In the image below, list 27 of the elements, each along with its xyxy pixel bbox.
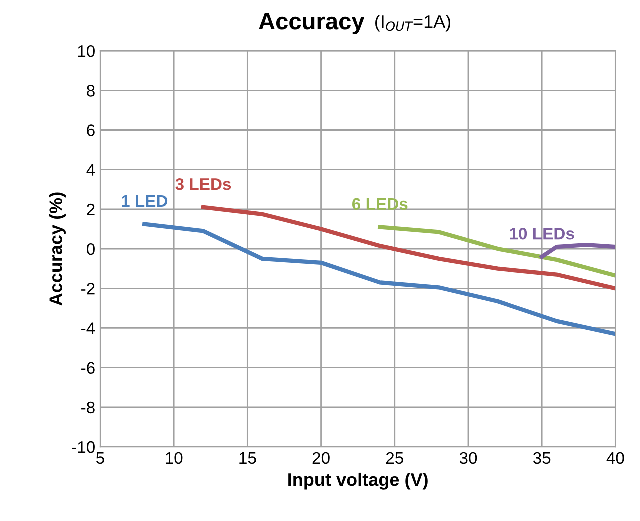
y-tick-label: -8 bbox=[82, 402, 95, 414]
series-label: 1 LED bbox=[122, 195, 168, 207]
chart-title: Accuracy bbox=[259, 13, 365, 34]
x-tick-label: 20 bbox=[312, 452, 330, 464]
line-series bbox=[378, 225, 616, 278]
y-tick-label: 4 bbox=[86, 164, 96, 176]
x-tick-label: 40 bbox=[606, 452, 624, 464]
x-tick-label: 15 bbox=[240, 452, 256, 464]
y-tick-label: 10 bbox=[78, 45, 95, 58]
y-tick-label: 8 bbox=[87, 85, 95, 97]
x-tick-label: 25 bbox=[386, 452, 404, 464]
y-tick-label: -6 bbox=[82, 362, 95, 374]
y-tick-label: -2 bbox=[82, 283, 95, 295]
y-tick-label: -10 bbox=[72, 441, 95, 454]
x-tick-label: 10 bbox=[166, 452, 183, 464]
y-tick-label: 0 bbox=[87, 243, 95, 256]
x-tick-label: 5 bbox=[96, 452, 104, 464]
line-series bbox=[142, 222, 616, 336]
y-tick-label: 6 bbox=[87, 124, 95, 136]
y-tick-label: 2 bbox=[87, 204, 95, 216]
y-tick-label: -4 bbox=[82, 322, 96, 334]
x-tick-label: 35 bbox=[533, 452, 551, 464]
y-axis-title: Accuracy (%) bbox=[49, 192, 66, 306]
series-label: 3 LEDs bbox=[176, 178, 232, 190]
chart-subtitle: (I$_{OUT}$=1A) bbox=[376, 14, 451, 32]
x-axis-title: Input voltage (V) bbox=[288, 472, 428, 490]
x-tick-label: 30 bbox=[460, 452, 478, 464]
